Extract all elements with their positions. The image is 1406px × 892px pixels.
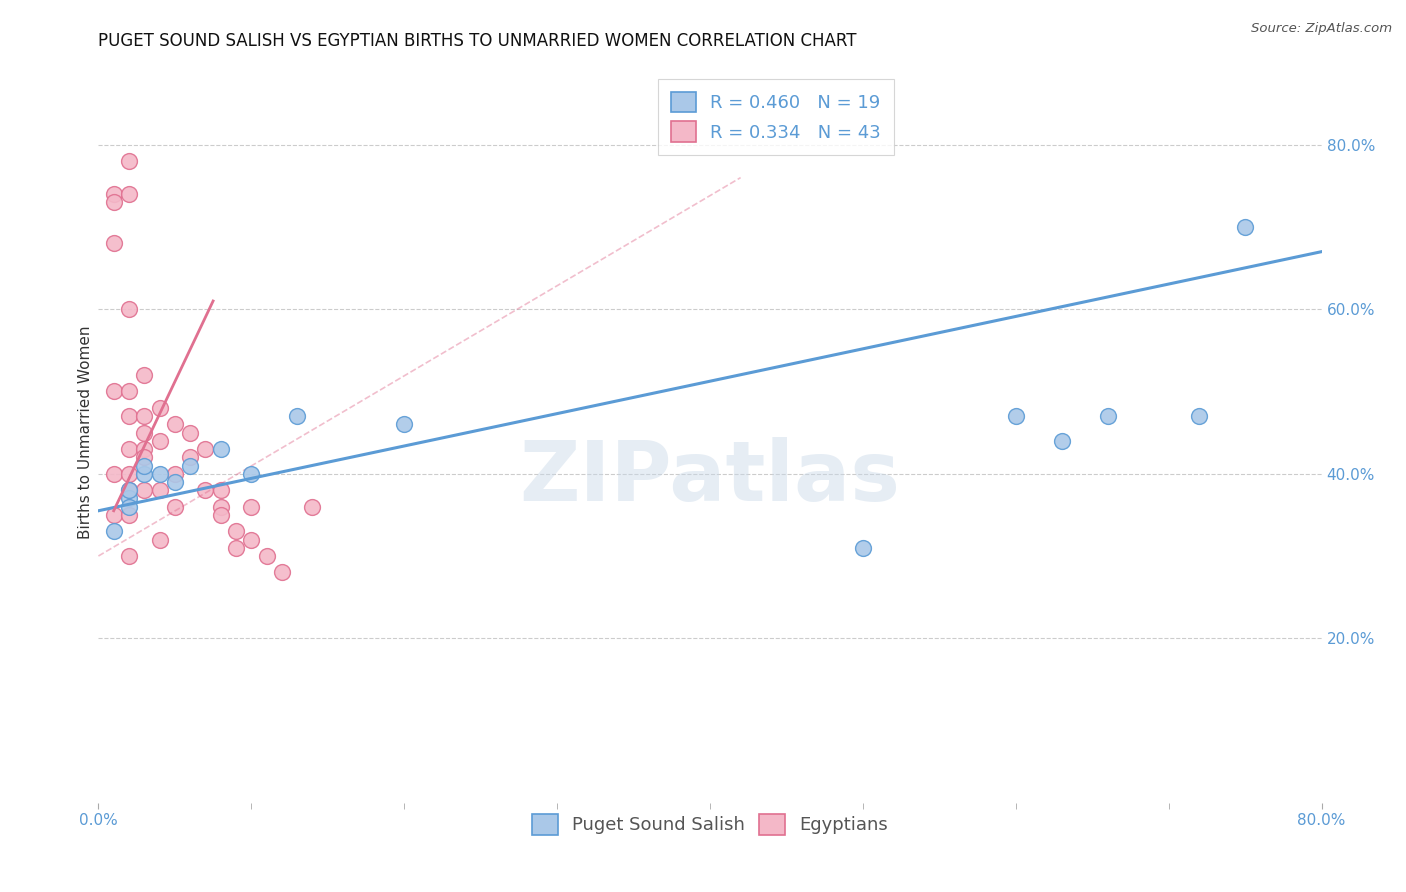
- Point: [134, 442, 156, 456]
- Point: [179, 425, 201, 440]
- Point: [1004, 409, 1026, 424]
- Text: Source: ZipAtlas.com: Source: ZipAtlas.com: [1251, 22, 1392, 36]
- Point: [149, 467, 172, 481]
- Point: [149, 483, 172, 498]
- Point: [118, 500, 141, 514]
- Point: [209, 508, 232, 522]
- Point: [118, 483, 141, 498]
- Point: [134, 467, 156, 481]
- Point: [225, 541, 247, 555]
- Point: [149, 533, 172, 547]
- Point: [194, 483, 217, 498]
- Point: [118, 467, 141, 481]
- Point: [1097, 409, 1119, 424]
- Text: ZIPatlas: ZIPatlas: [520, 436, 900, 517]
- Point: [103, 195, 125, 210]
- Point: [209, 500, 232, 514]
- Point: [240, 533, 263, 547]
- Point: [103, 187, 125, 202]
- Point: [209, 483, 232, 498]
- Point: [1234, 219, 1257, 234]
- Point: [256, 549, 278, 563]
- Point: [134, 409, 156, 424]
- Point: [240, 500, 263, 514]
- Point: [149, 401, 172, 415]
- Point: [163, 500, 186, 514]
- Point: [118, 187, 141, 202]
- Point: [301, 500, 323, 514]
- Point: [285, 409, 308, 424]
- Point: [134, 450, 156, 465]
- Point: [103, 236, 125, 251]
- Point: [163, 417, 186, 432]
- Point: [103, 384, 125, 399]
- Point: [134, 368, 156, 382]
- Point: [225, 524, 247, 539]
- Point: [392, 417, 416, 432]
- Point: [149, 434, 172, 448]
- Point: [209, 442, 232, 456]
- Point: [179, 458, 201, 473]
- Point: [240, 467, 263, 481]
- Point: [103, 524, 125, 539]
- Legend: Puget Sound Salish, Egyptians: Puget Sound Salish, Egyptians: [522, 803, 898, 846]
- Point: [118, 508, 141, 522]
- Point: [118, 491, 141, 506]
- Point: [194, 442, 217, 456]
- Point: [163, 467, 186, 481]
- Point: [118, 409, 141, 424]
- Text: PUGET SOUND SALISH VS EGYPTIAN BIRTHS TO UNMARRIED WOMEN CORRELATION CHART: PUGET SOUND SALISH VS EGYPTIAN BIRTHS TO…: [98, 32, 856, 50]
- Point: [179, 450, 201, 465]
- Point: [118, 302, 141, 317]
- Point: [134, 458, 156, 473]
- Point: [118, 442, 141, 456]
- Point: [103, 508, 125, 522]
- Point: [163, 475, 186, 489]
- Point: [1188, 409, 1211, 424]
- Point: [1050, 434, 1073, 448]
- Point: [134, 483, 156, 498]
- Point: [103, 467, 125, 481]
- Point: [118, 154, 141, 169]
- Point: [118, 483, 141, 498]
- Y-axis label: Births to Unmarried Women: Births to Unmarried Women: [77, 326, 93, 540]
- Point: [134, 425, 156, 440]
- Point: [118, 384, 141, 399]
- Point: [118, 549, 141, 563]
- Point: [270, 566, 292, 580]
- Point: [852, 541, 875, 555]
